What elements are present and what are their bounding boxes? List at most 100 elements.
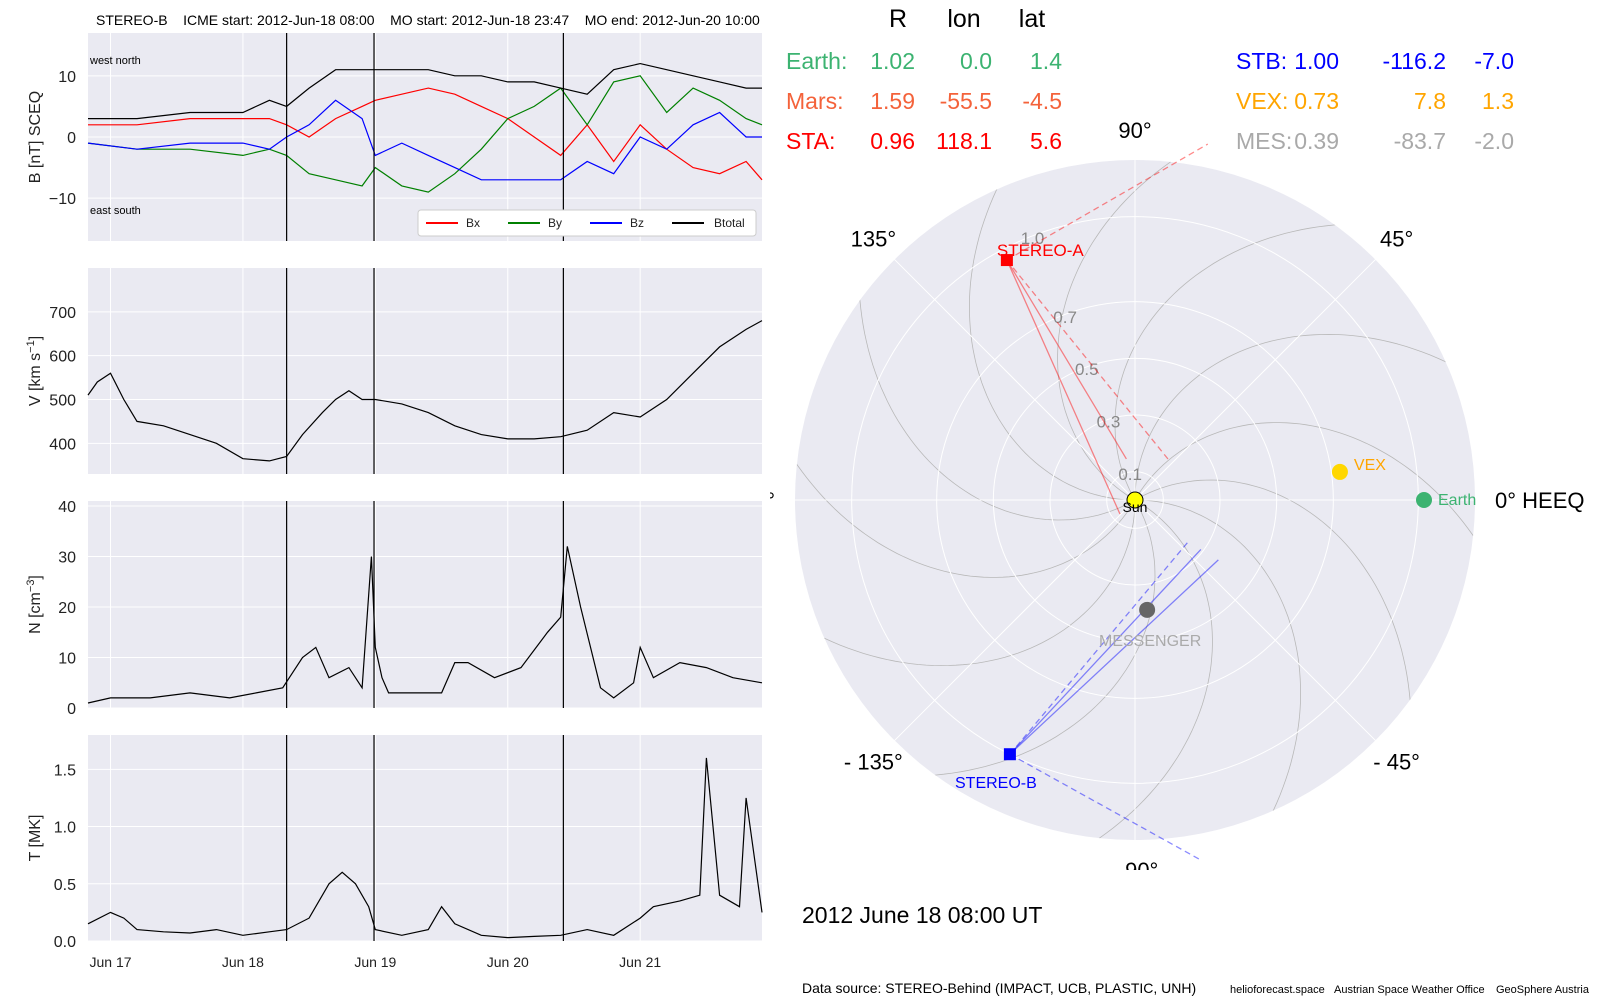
table-row-lon: 0.0 xyxy=(960,48,992,74)
panel-temperature: 0.0 0.5 1.0 1.5 T [MK] Jun 17 Jun 18 Jun 19 Jun … xyxy=(27,735,763,970)
title-mo-start: MO start: 2012-Jun-18 23:47 xyxy=(390,12,570,28)
stereo-b-label: STEREO-B xyxy=(955,775,1037,792)
unit-exponent: −1 xyxy=(25,340,37,353)
stereo-a-label: STEREO-A xyxy=(997,241,1085,260)
table-header-lon: lon xyxy=(947,5,981,33)
panel-background xyxy=(88,735,762,941)
title-spacecraft: STEREO-B xyxy=(96,12,168,28)
table-row-lon: -83.7 xyxy=(1393,128,1446,154)
angular-grid-line xyxy=(894,259,1136,501)
y-tick-label: 10 xyxy=(58,651,76,668)
y-axis-label: N [cm−3] xyxy=(25,575,44,634)
y-axis-label: T [MK] xyxy=(27,815,44,862)
table-row-name: Earth: xyxy=(786,48,848,74)
angular-grid-line xyxy=(1134,499,1376,741)
messenger-marker xyxy=(1139,601,1156,618)
table-row-lat: -2.0 xyxy=(1474,128,1514,154)
table-row-lat: -7.0 xyxy=(1474,48,1514,74)
spiral-line xyxy=(795,499,1136,667)
corner-label-top: west north xyxy=(89,55,141,67)
table-row-r: 0.73 xyxy=(1294,88,1339,114)
panel-speed: 400 500 600 700 V [km s−1] xyxy=(25,268,763,474)
table-row-name: STB: xyxy=(1236,48,1288,74)
series-line-N xyxy=(87,546,763,704)
y-tick-label: −10 xyxy=(49,191,76,208)
radial-tick-label: 0.1 xyxy=(1118,465,1142,484)
vex-marker xyxy=(1331,463,1348,480)
unit-bracket: ] xyxy=(27,575,44,579)
title-mo-end: MO end: 2012-Jun-20 10:00 xyxy=(584,12,760,28)
table-row-lon: 7.8 xyxy=(1414,88,1446,114)
table-row-lon: -55.5 xyxy=(939,88,992,114)
spiral-line xyxy=(1134,333,1475,501)
unit-bracket: ] xyxy=(27,336,44,340)
x-tick-label: Jun 19 xyxy=(354,954,396,970)
table-header-R: R xyxy=(888,5,908,33)
angle-label: 45° xyxy=(1380,226,1413,251)
sun-marker xyxy=(1126,491,1144,509)
y-tick-label: 700 xyxy=(49,305,76,322)
footer-source: Data source: STEREO-Behind (IMPACT, UCB,… xyxy=(802,980,1197,996)
y-tick-label: 0 xyxy=(67,130,76,147)
earth-marker xyxy=(1416,492,1432,508)
spiral-line xyxy=(968,160,1136,501)
x-tick-label: Jun 20 xyxy=(487,954,529,970)
table-row-r: 0.39 xyxy=(1294,128,1339,154)
legend: Bx By Bz Btotal xyxy=(417,209,757,237)
legend-label-Bz: Bz xyxy=(630,216,644,230)
y-tick-label: 1.5 xyxy=(54,762,76,779)
table-row-name: Mars: xyxy=(786,88,844,114)
x-tick-label: Jun 17 xyxy=(89,954,131,970)
angle-label: 135° xyxy=(851,226,897,251)
legend-label-Btotal: Btotal xyxy=(714,216,745,230)
angle-label: +/- 180° xyxy=(770,488,775,513)
angular-grid-line xyxy=(1134,259,1376,501)
radial-tick-label: 0.5 xyxy=(1075,360,1099,379)
angle-label: - 90° xyxy=(1112,858,1159,870)
table-row-lat: 1.4 xyxy=(1030,48,1062,74)
angle-label: - 45° xyxy=(1373,750,1420,775)
series-line-Bz xyxy=(87,99,762,181)
messenger-label: MESSENGER xyxy=(1099,633,1201,650)
angle-label: 90° xyxy=(1118,118,1151,143)
y-tick-label: 10 xyxy=(58,69,76,86)
table-row-lat: 5.6 xyxy=(1030,128,1062,154)
table-row-lon: -116.2 xyxy=(1382,48,1446,74)
angle-label: - 135° xyxy=(844,750,903,775)
legend-box xyxy=(417,209,757,237)
series-line-Btotal xyxy=(88,62,762,120)
table-row-name: VEX: xyxy=(1236,88,1289,114)
footer-credit-2: Austrian Space Weather Office xyxy=(1334,984,1485,996)
y-tick-label: 40 xyxy=(58,499,76,516)
x-tick-label: Jun 21 xyxy=(619,954,661,970)
y-tick-label: 500 xyxy=(49,392,76,409)
table-row-name: MES: xyxy=(1236,128,1293,154)
table-row-r: 1.02 xyxy=(870,48,915,74)
radial-tick-label: 0.3 xyxy=(1097,412,1121,431)
radial-tick-label: 0.7 xyxy=(1053,308,1077,327)
x-tick-label: Jun 18 xyxy=(222,954,264,970)
corner-label-bottom: east south xyxy=(90,205,141,217)
angle-label: 0° HEEQ xyxy=(1495,488,1585,513)
y-tick-label: 0.0 xyxy=(54,934,76,951)
y-tick-label: 1.0 xyxy=(54,820,76,837)
stereo-pointing-line xyxy=(1006,259,1121,515)
stereo-pointing-line xyxy=(1009,549,1202,755)
y-axis-label: V [km s−1] xyxy=(25,336,44,406)
y-tick-label: 600 xyxy=(49,349,76,366)
stereo-pointing-line xyxy=(1006,259,1170,461)
stereo-pointing-line xyxy=(1009,753,1201,861)
panel-background xyxy=(88,268,762,474)
stereo-b-marker xyxy=(1003,748,1016,761)
footer-credit-1: helioforecast.space xyxy=(1230,984,1325,996)
stereo-pointing-line xyxy=(1009,539,1191,755)
stereo-pointing-line xyxy=(1006,259,1127,460)
polar-position-plot: 0.1 0.3 0.5 0.7 1.0 90° 45° 0° HEEQ - 45° - 90° - … xyxy=(770,118,1585,870)
panel-background xyxy=(88,501,762,708)
table-row-lon: 118.1 xyxy=(936,128,992,154)
table-row-r: 1.00 xyxy=(1294,48,1339,74)
date-label: 2012 June 18 08:00 UT xyxy=(802,902,1043,928)
series-line-T xyxy=(87,757,763,939)
